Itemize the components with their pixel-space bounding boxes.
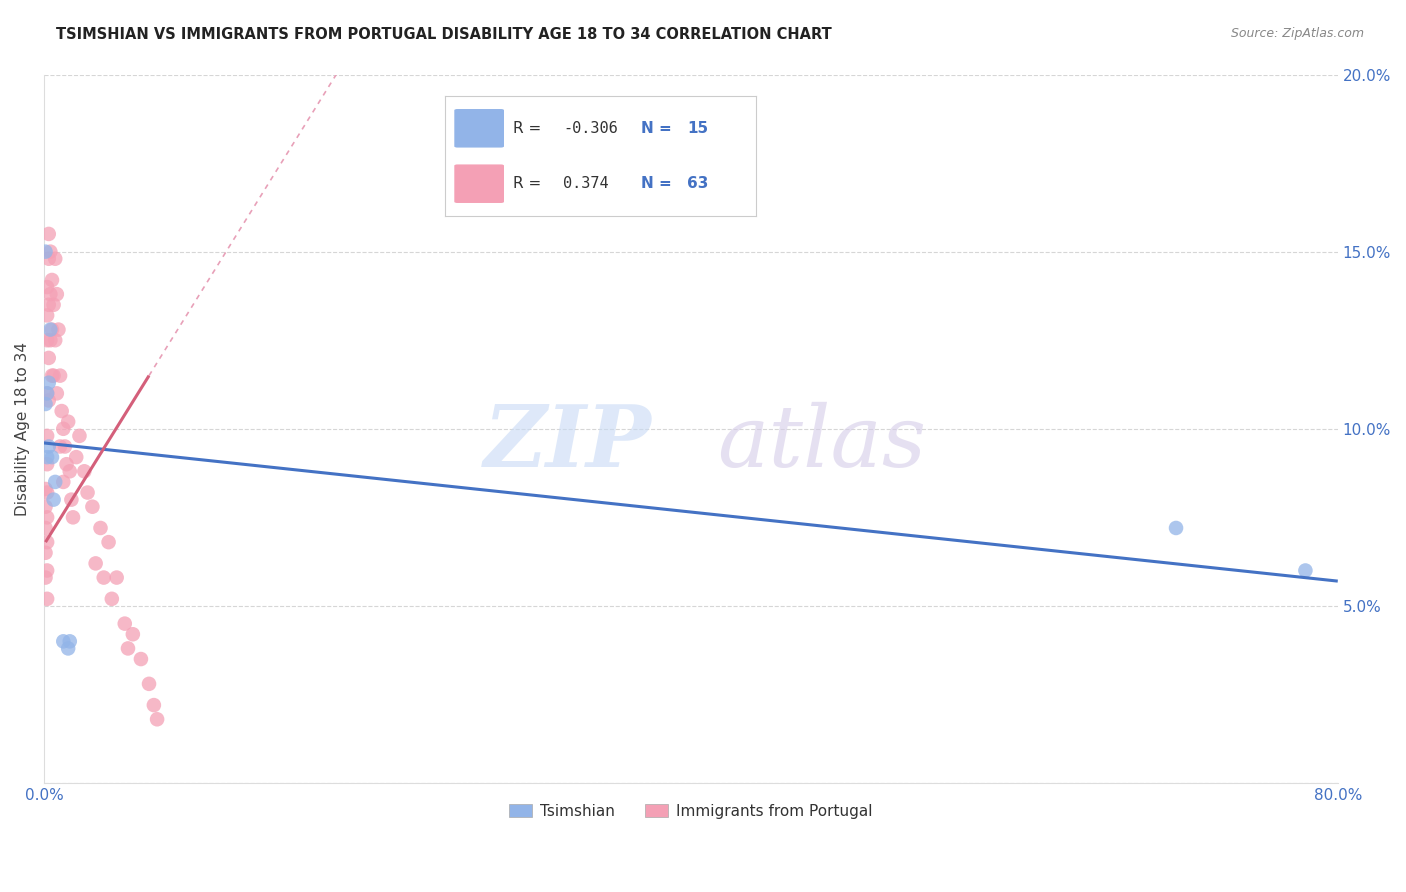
- Point: [89, 521, 111, 535]
- Point: [52, 475, 75, 489]
- Point: [52, 634, 75, 648]
- Point: [37, 485, 59, 500]
- Point: [37, 309, 59, 323]
- Point: [138, 677, 160, 691]
- Point: [60, 492, 83, 507]
- Point: [1294, 564, 1316, 578]
- Point: [37, 450, 59, 464]
- Point: [38, 252, 60, 266]
- Point: [44, 333, 66, 347]
- Point: [37, 429, 59, 443]
- Point: [55, 457, 77, 471]
- Point: [146, 712, 169, 726]
- Point: [84, 557, 107, 571]
- Text: TSIMSHIAN VS IMMIGRANTS FROM PORTUGAL DISABILITY AGE 18 TO 34 CORRELATION CHART: TSIMSHIAN VS IMMIGRANTS FROM PORTUGAL DI…: [56, 27, 832, 42]
- Point: [42, 492, 65, 507]
- Point: [117, 641, 139, 656]
- Point: [56, 415, 79, 429]
- Point: [39, 322, 62, 336]
- Point: [42, 298, 65, 312]
- Point: [37, 564, 59, 578]
- Point: [34, 521, 56, 535]
- Point: [41, 273, 63, 287]
- Point: [44, 475, 66, 489]
- Point: [59, 464, 82, 478]
- Point: [37, 333, 59, 347]
- Point: [48, 322, 70, 336]
- Point: [34, 397, 56, 411]
- Point: [38, 393, 60, 408]
- Point: [41, 322, 63, 336]
- Point: [49, 440, 72, 454]
- Point: [37, 280, 59, 294]
- Point: [142, 698, 165, 712]
- Point: [45, 386, 67, 401]
- Point: [69, 429, 91, 443]
- Point: [97, 535, 120, 549]
- Text: ZIP: ZIP: [484, 401, 652, 484]
- Text: atlas: atlas: [717, 401, 925, 484]
- Point: [101, 591, 124, 606]
- Point: [37, 386, 59, 401]
- Point: [62, 510, 84, 524]
- Point: [34, 546, 56, 560]
- Point: [41, 450, 63, 464]
- Point: [42, 368, 65, 383]
- Point: [56, 641, 79, 656]
- Point: [73, 464, 96, 478]
- Point: [114, 616, 136, 631]
- Point: [38, 298, 60, 312]
- Point: [37, 591, 59, 606]
- Point: [38, 440, 60, 454]
- Point: [105, 570, 128, 584]
- Point: [49, 368, 72, 383]
- Legend: Tsimshian, Immigrants from Portugal: Tsimshian, Immigrants from Portugal: [503, 797, 879, 825]
- Point: [76, 485, 98, 500]
- Point: [34, 482, 56, 496]
- Point: [34, 244, 56, 259]
- Point: [65, 450, 87, 464]
- Point: [82, 500, 104, 514]
- Point: [37, 457, 59, 471]
- Point: [45, 287, 67, 301]
- Point: [121, 627, 143, 641]
- Point: [37, 510, 59, 524]
- Point: [59, 634, 82, 648]
- Point: [129, 652, 152, 666]
- Point: [39, 287, 62, 301]
- Point: [39, 244, 62, 259]
- Point: [38, 227, 60, 241]
- Point: [34, 500, 56, 514]
- Text: Source: ZipAtlas.com: Source: ZipAtlas.com: [1230, 27, 1364, 40]
- Y-axis label: Disability Age 18 to 34: Disability Age 18 to 34: [15, 342, 30, 516]
- Point: [44, 252, 66, 266]
- Point: [38, 376, 60, 390]
- Point: [51, 404, 73, 418]
- Point: [34, 570, 56, 584]
- Point: [37, 535, 59, 549]
- Point: [37, 386, 59, 401]
- Point: [38, 351, 60, 365]
- Point: [53, 440, 76, 454]
- Point: [52, 422, 75, 436]
- Point: [41, 368, 63, 383]
- Point: [39, 333, 62, 347]
- Point: [93, 570, 115, 584]
- Point: [1164, 521, 1187, 535]
